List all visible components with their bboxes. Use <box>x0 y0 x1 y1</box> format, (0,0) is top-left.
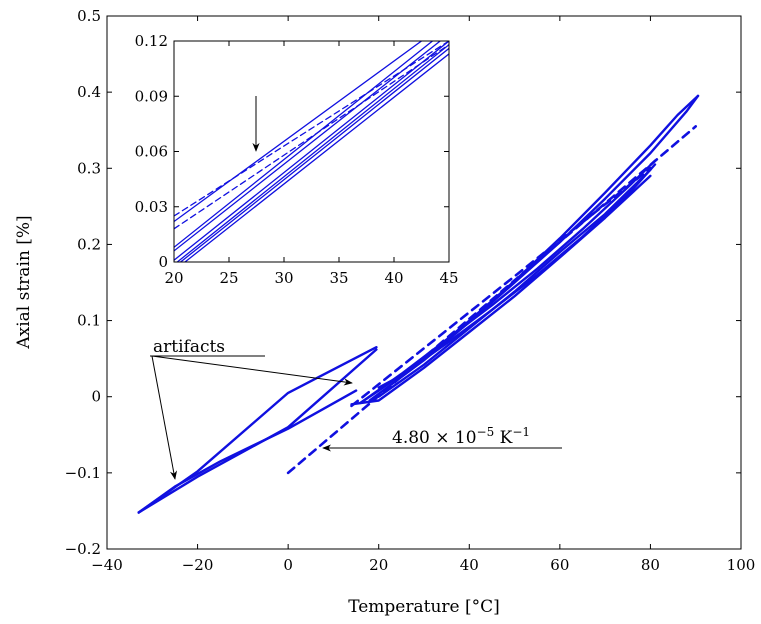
main-x-tick-label: −40 <box>91 556 123 574</box>
main-x-tick-label: 100 <box>727 556 756 574</box>
inset-y-tick-label: 0 <box>158 253 168 271</box>
main-x-tick-label: 0 <box>283 556 293 574</box>
inset-series <box>174 41 449 262</box>
inset-series-dashed-line <box>174 44 449 230</box>
cte-annotation-unit: K <box>494 428 512 448</box>
main-series <box>137 94 700 514</box>
inset-series-dashed-line <box>174 41 449 217</box>
inset-x-tick-label: 25 <box>219 269 238 287</box>
inset-series-solid-line <box>176 44 449 262</box>
main-y-tick-label: 0.4 <box>77 83 101 101</box>
inset-series-solid-line <box>174 41 423 223</box>
main-y-tick-label: 0 <box>91 388 101 406</box>
main-x-tick-label: 60 <box>550 556 569 574</box>
x-axis-label: Temperature [°C] <box>348 597 500 617</box>
inset-x-tick-label: 45 <box>439 269 458 287</box>
cte-annotation-base: 4.80 × 10 <box>392 428 477 448</box>
main-series-solid-line <box>137 348 378 514</box>
annotations: artifacts 4.80 × 10−5 K−1 <box>150 337 562 480</box>
main-x-tick-label: −20 <box>182 556 214 574</box>
inset-series-solid-line <box>179 47 449 262</box>
cte-annotation-unit-exponent: −1 <box>512 425 530 439</box>
artifacts-arrow-left <box>151 355 178 480</box>
inset-series-solid-line <box>174 41 434 248</box>
cte-annotation: 4.80 × 10−5 K−1 <box>392 425 530 448</box>
main-series-dashed-line <box>350 167 652 408</box>
inset-series-solid-line <box>184 53 449 262</box>
main-x-tick-label: 20 <box>369 556 388 574</box>
artifacts-annotation: artifacts <box>153 337 225 357</box>
main-series-solid-line <box>377 168 652 398</box>
main-series-dashed-line <box>286 125 698 475</box>
main-x-tick-label: 80 <box>641 556 660 574</box>
main-y-tick-label: 0.2 <box>77 235 101 253</box>
inset-series-solid-line <box>174 41 449 261</box>
y-axis-label: Axial strain [%] <box>14 215 34 349</box>
inset-plot: 20 25 30 35 40 45 0 0.03 0.06 0.09 0.12 <box>135 32 459 287</box>
inset-y-tick-label: 0.06 <box>135 143 168 161</box>
main-y-tick-label: −0.1 <box>65 464 101 482</box>
main-plot-frame <box>106 15 742 550</box>
main-y-tick-label: −0.2 <box>65 540 101 558</box>
inset-x-tick-label: 35 <box>329 269 348 287</box>
main-y-tick-label: 0.5 <box>77 7 101 25</box>
main-series-solid-line <box>137 389 358 514</box>
main-ticks: −40 −20 0 20 40 60 80 100−0.2−0.100.10.20.30.40… <box>65 7 756 574</box>
main-plot: −40 −20 0 20 40 60 80 100−0.2−0.100.10.20.30.40… <box>14 7 755 617</box>
inset-x-tick-label: 20 <box>164 269 183 287</box>
cte-annotation-exponent: −5 <box>477 425 495 439</box>
main-series-solid-line <box>359 159 657 404</box>
main-y-tick-label: 0.1 <box>77 312 101 330</box>
inset-y-tick-label: 0.12 <box>135 32 168 50</box>
main-y-tick-label: 0.3 <box>77 159 101 177</box>
inset-y-tick-label: 0.09 <box>135 87 168 105</box>
inset-x-tick-label: 30 <box>274 269 293 287</box>
inset-ticks: 20 25 30 35 40 45 0 0.03 0.06 0.09 0.12 <box>135 32 459 287</box>
artifacts-arrow-right <box>151 355 353 386</box>
inset-y-tick-label: 0.03 <box>135 198 168 216</box>
main-x-tick-label: 40 <box>460 556 479 574</box>
inset-series-solid-line <box>174 41 441 252</box>
main-series-solid-line <box>350 174 652 406</box>
inset-x-tick-label: 40 <box>384 269 403 287</box>
